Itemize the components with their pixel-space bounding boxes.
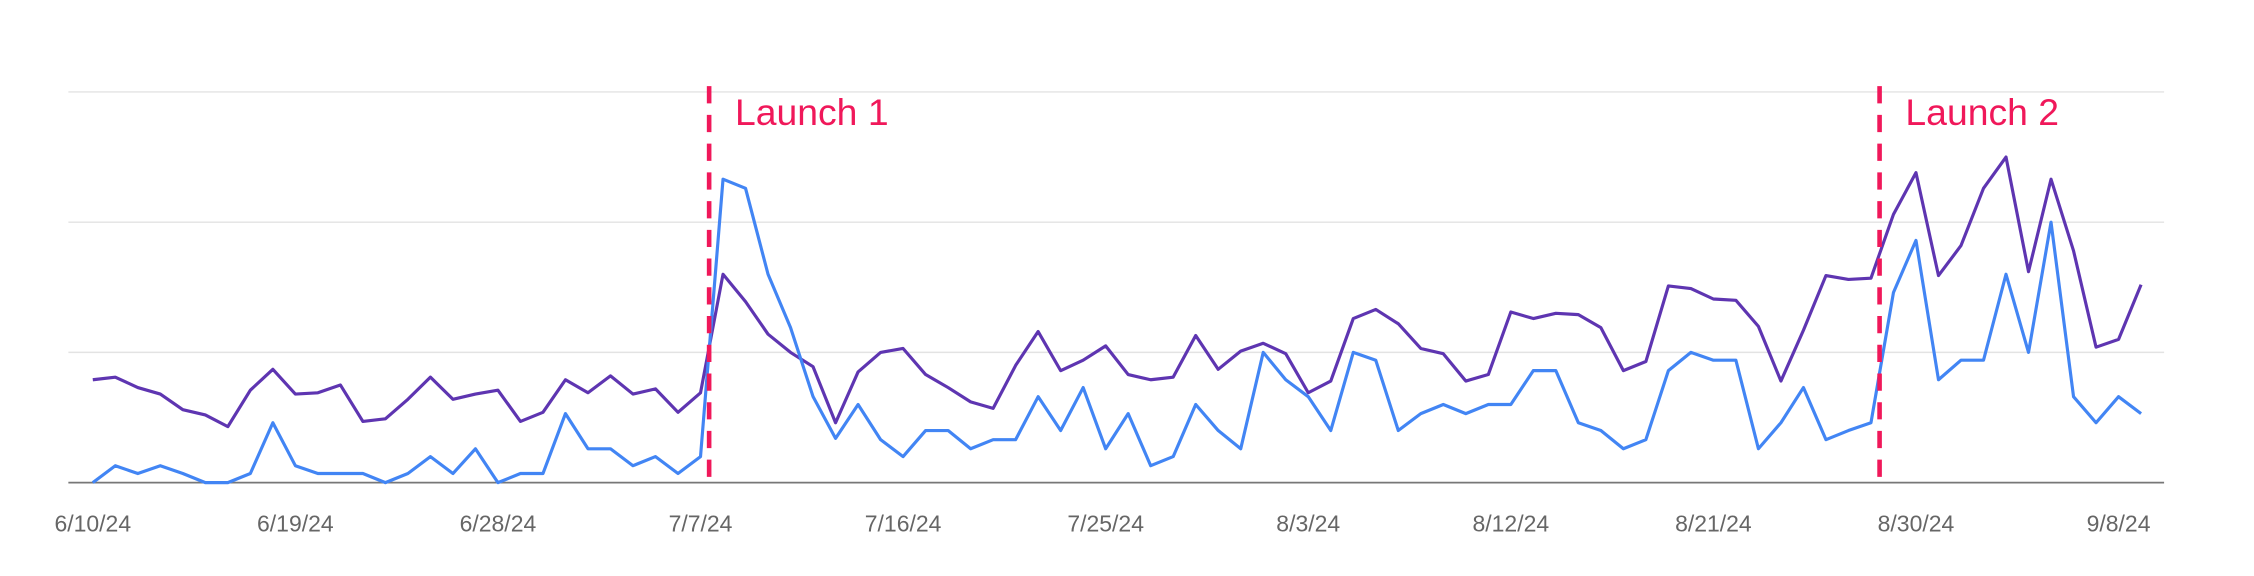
x-tick-label: 7/16/24 [865,510,942,536]
x-tick-label: 8/30/24 [1878,510,1955,536]
x-tick-label: 9/8/24 [2087,510,2151,536]
x-tick-label: 6/28/24 [460,510,537,536]
x-tick-label: 6/10/24 [54,510,131,536]
x-tick-label: 8/21/24 [1675,510,1752,536]
x-tick-label: 8/12/24 [1473,510,1550,536]
annotation-label: Launch 1 [735,91,889,133]
x-tick-label: 6/19/24 [257,510,334,536]
series-line [91,177,2143,485]
series-line [92,155,2143,429]
annotation-label: Launch 2 [1905,91,2059,133]
x-tick-label: 7/7/24 [669,510,733,536]
x-tick-label: 8/3/24 [1276,510,1340,536]
x-tick-label: 7/25/24 [1067,510,1144,536]
